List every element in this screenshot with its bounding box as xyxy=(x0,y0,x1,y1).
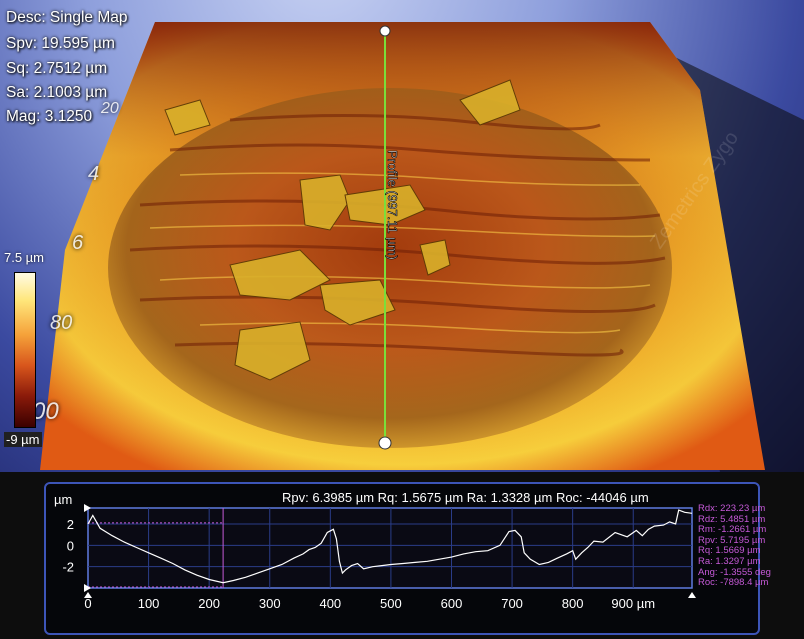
y-tick-label: -2 xyxy=(62,560,74,575)
profile-start-handle xyxy=(380,26,390,36)
x-tick-label: 800 xyxy=(562,596,584,611)
surface-map[interactable]: Profile (997.11 µm) Zemetrics Zygo xyxy=(0,0,804,472)
ghost-axis-tick: 80 xyxy=(50,312,72,335)
x-tick-label: 900 µm xyxy=(611,596,655,611)
ghost-axis-tick: 20 xyxy=(101,100,119,118)
plot-area xyxy=(88,508,692,588)
end-slider-handle xyxy=(688,592,696,598)
x-tick-label: 500 xyxy=(380,596,402,611)
profile-end-handle xyxy=(379,437,391,449)
sa-value: Sa: 2.1003 µm xyxy=(6,83,107,102)
3d-surface-view[interactable]: Profile (997.11 µm) Zemetrics Zygo Desc:… xyxy=(0,0,804,472)
side-stat: Ra: 1.3297 µm xyxy=(698,557,760,568)
x-tick-label: 100 xyxy=(138,596,160,611)
profile-stats-line: Rpv: 6.3985 µm Rq: 1.5675 µm Ra: 1.3328 … xyxy=(282,490,649,505)
colorbar-min-label: -9 µm xyxy=(4,432,42,447)
y-tick-label: 2 xyxy=(67,517,74,532)
x-tick-label: 200 xyxy=(198,596,220,611)
side-stat: Roc: -7898.4 µm xyxy=(698,578,760,589)
spv-value: Spv: 19.595 µm xyxy=(6,34,115,53)
y-tick-label: 0 xyxy=(67,538,74,553)
start-slider-handle xyxy=(84,592,92,598)
x-tick-label: 400 xyxy=(319,596,341,611)
height-colorbar xyxy=(14,272,36,428)
ghost-axis-tick: 00 xyxy=(32,398,59,426)
profile-panel[interactable]: 0 100 200 300 400 500 600 700 800 900 µm 2 0 -2 µm Rp… xyxy=(44,482,760,635)
x-tick-label: 600 xyxy=(441,596,463,611)
profile-chart[interactable]: 0 100 200 300 400 500 600 700 800 900 µm 2 0 -2 µm xyxy=(46,484,758,633)
profile-side-stats: Rdx: 223.23 µm Rdz: 5.4851 µm Rm: -1.266… xyxy=(698,504,760,589)
mag-value: Mag: 3.1250 xyxy=(6,107,92,126)
x-tick-label: 0 xyxy=(84,596,91,611)
y-axis-unit: µm xyxy=(54,492,72,507)
x-tick-label: 300 xyxy=(259,596,281,611)
side-stat: Rdx: 223.23 µm xyxy=(698,504,760,515)
profile-line-label: Profile (997.11 µm) xyxy=(385,150,400,260)
ghost-axis-tick: 6 xyxy=(72,232,83,255)
desc-label: Desc: Single Map xyxy=(6,8,127,27)
colorbar-max-label: 7.5 µm xyxy=(4,250,44,265)
sq-value: Sq: 2.7512 µm xyxy=(6,59,107,78)
wear-scar xyxy=(108,88,672,448)
x-tick-label: 700 xyxy=(501,596,523,611)
ghost-axis-tick: 4 xyxy=(88,163,99,186)
